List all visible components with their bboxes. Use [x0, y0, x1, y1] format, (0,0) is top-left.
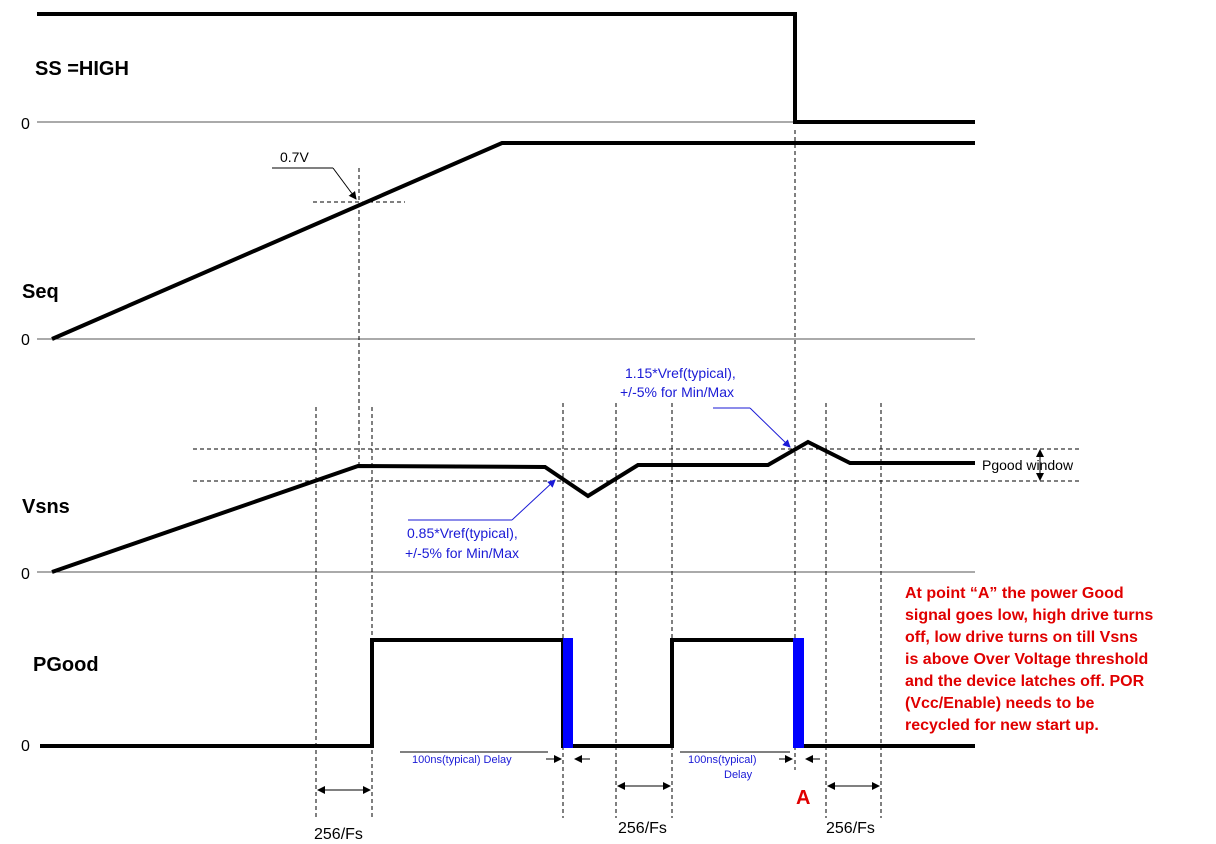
- note-line: At point “A” the power Good: [905, 585, 1124, 602]
- ss-label: SS =HIGH: [35, 58, 129, 80]
- v07-label: 0.7V: [280, 149, 309, 165]
- delay-pulse-2: [793, 638, 804, 748]
- delay1-label: 100ns(typical) Delay: [412, 754, 512, 766]
- note-line: (Vcc/Enable) needs to be: [905, 695, 1094, 712]
- note-line: off, low drive turns on till Vsns: [905, 629, 1138, 646]
- upper-threshold-line2: +/-5% for Min/Max: [620, 384, 734, 400]
- pgood-window-label: Pgood window: [982, 457, 1074, 473]
- v07-arrow: [332, 167, 357, 200]
- fs-label-2: 256/Fs: [618, 820, 667, 837]
- delay2-label-line1: 100ns(typical): [688, 754, 756, 766]
- lower-threshold-arrow: [511, 479, 556, 521]
- upper-threshold-line1: 1.15*Vref(typical),: [625, 365, 736, 381]
- vsns-waveform: [51, 439, 975, 574]
- ss-zero-label: 0: [21, 116, 30, 133]
- lower-threshold-line2: +/-5% for Min/Max: [405, 545, 519, 561]
- note-line: signal goes low, high drive turns: [905, 607, 1153, 624]
- seq-label: Seq: [22, 281, 59, 303]
- delay2-label-line2: Delay: [724, 769, 753, 781]
- fs-label-3: 256/Fs: [826, 820, 875, 837]
- lower-threshold-line1: 0.85*Vref(typical),: [407, 525, 518, 541]
- fs-arrows: [317, 782, 880, 794]
- ss-waveform: [37, 12, 975, 124]
- vsns-zero-label: 0: [21, 566, 30, 583]
- delay-pulse-1: [563, 638, 573, 748]
- vertical-guides: [315, 130, 882, 818]
- point-a-label: A: [796, 787, 810, 809]
- seq-zero-label: 0: [21, 332, 30, 349]
- seq-waveform: [51, 141, 975, 341]
- vsns-label: Vsns: [22, 496, 70, 518]
- note-line: is above Over Voltage threshold: [905, 651, 1148, 668]
- note-line: and the device latches off. POR: [905, 673, 1145, 690]
- pgood-label: PGood: [33, 654, 99, 676]
- fs-label-1: 256/Fs: [314, 826, 363, 843]
- pgood-zero-label: 0: [21, 738, 30, 755]
- upper-threshold-arrow: [749, 407, 791, 448]
- pgood-waveform: [40, 638, 975, 748]
- latch-note: At point “A” the power Good signal goes …: [905, 585, 1153, 734]
- note-line: recycled for new start up.: [905, 717, 1099, 734]
